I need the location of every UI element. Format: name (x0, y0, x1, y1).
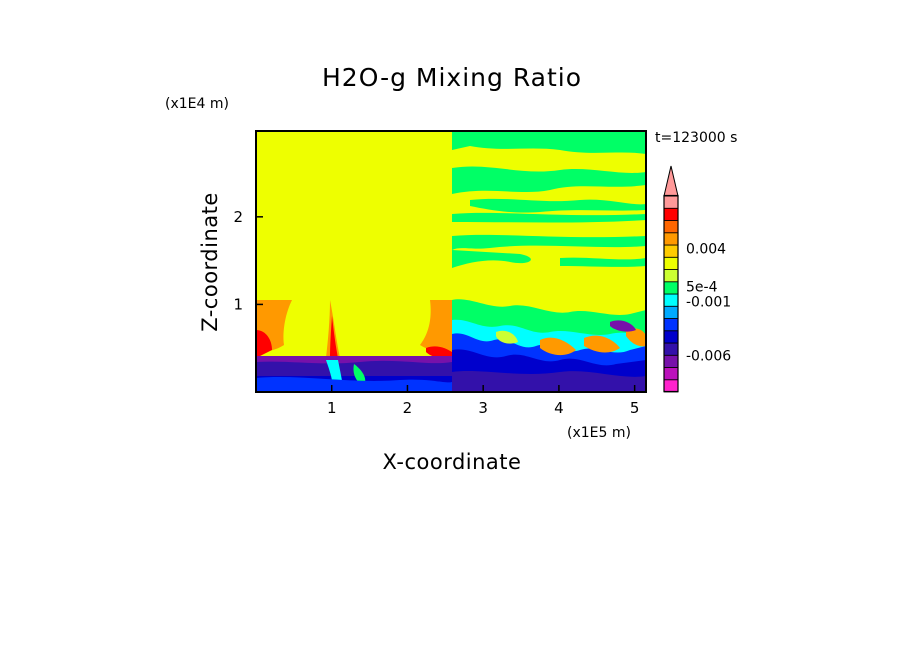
colorbar-segment (663, 281, 679, 295)
plot-frame (255, 130, 647, 393)
colorbar-segment (663, 379, 679, 393)
colorbar-segment (663, 305, 679, 319)
colorbar-segment (663, 330, 679, 344)
colorbar-segment (663, 367, 679, 381)
colorbar-segment (663, 293, 679, 307)
colorbar-label: -0.006 (686, 348, 731, 364)
left-lower-zone (256, 300, 452, 392)
contour-field (256, 131, 646, 392)
y-tick-label: 1 (233, 295, 243, 313)
x-tick-label: 4 (554, 399, 564, 417)
colorbar-segment (663, 207, 679, 221)
x-tick-label: 5 (630, 399, 640, 417)
colorbar-label: 5e-4 (686, 280, 718, 296)
colorbar-segment (663, 220, 679, 234)
colorbar-extend-arrow (663, 165, 679, 197)
colorbar-segment (663, 318, 679, 332)
y-tick-label: 2 (233, 208, 243, 226)
x-axis-title: X-coordinate (383, 450, 522, 474)
right-upper-bands (452, 131, 646, 268)
right-lower-zone (452, 299, 646, 392)
colorbar-segment (663, 269, 679, 283)
colorbar-segment (663, 244, 679, 258)
colorbar-segment (663, 342, 679, 356)
x-unit-label: (x1E5 m) (567, 425, 631, 441)
y-unit-label: (x1E4 m) (165, 96, 229, 112)
chart-title: H2O-g Mixing Ratio (322, 63, 582, 92)
colorbar-segment (663, 256, 679, 270)
x-tick-label: 3 (478, 399, 488, 417)
colorbar-label: 0.004 (686, 242, 726, 258)
x-tick-label: 2 (403, 399, 413, 417)
colorbar-frame (663, 194, 679, 393)
x-axis: 1 2 3 4 5 (327, 385, 639, 417)
colorbar-segment (663, 232, 679, 246)
colorbar-segment (663, 195, 679, 209)
x-tick-label: 1 (327, 399, 337, 417)
y-axis: 12 (233, 208, 263, 313)
time-label: t=123000 s (655, 130, 737, 146)
colorbar-segment (663, 354, 679, 368)
y-axis-title: Z-coordinate (198, 192, 222, 332)
colorbar-label: -0.001 (686, 294, 731, 310)
